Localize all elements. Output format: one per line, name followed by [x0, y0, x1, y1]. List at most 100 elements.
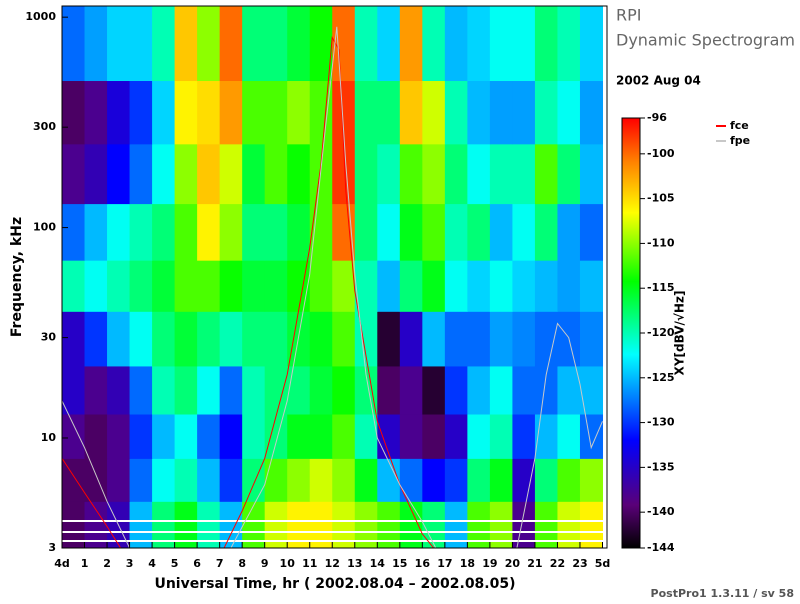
- cell: [332, 80, 356, 145]
- date: 2002 Aug 04: [616, 74, 701, 88]
- cell: [84, 80, 108, 145]
- y-tick-label: 30: [41, 331, 57, 344]
- cell: [197, 203, 221, 261]
- y-tick-label: 100: [33, 221, 56, 234]
- cell: [557, 414, 581, 459]
- cell: [152, 80, 176, 145]
- cell: [309, 311, 333, 367]
- cell: [354, 365, 378, 415]
- cell: [399, 80, 423, 145]
- cell: [264, 458, 288, 502]
- cell: [467, 143, 491, 205]
- cell: [287, 143, 311, 205]
- cell: [354, 501, 378, 548]
- colorbar-tick-label: -120: [647, 326, 675, 339]
- cell: [242, 414, 266, 459]
- cell: [287, 260, 311, 312]
- x-tick-label: 13: [347, 557, 362, 570]
- cell: [579, 311, 603, 367]
- colorbar-tick-label: -110: [647, 236, 675, 249]
- legend-label: fce: [730, 119, 749, 132]
- cell: [264, 80, 288, 145]
- cell: [512, 6, 536, 82]
- cell: [287, 365, 311, 415]
- cell: [174, 458, 198, 502]
- cell: [287, 501, 311, 548]
- cell: [174, 414, 198, 459]
- cell: [489, 414, 513, 459]
- cell: [467, 203, 491, 261]
- cell: [129, 203, 153, 261]
- cell: [309, 6, 333, 82]
- x-tick-label: 18: [460, 557, 475, 570]
- cell: [399, 260, 423, 312]
- colorbar-tick-label: -96: [647, 111, 667, 124]
- y-axis-label: Frequency, kHz: [9, 217, 25, 337]
- cell: [152, 365, 176, 415]
- cell: [309, 365, 333, 415]
- cell: [512, 311, 536, 367]
- subtitle: Dynamic Spectrogram: [616, 31, 795, 50]
- cell: [129, 80, 153, 145]
- cell: [444, 311, 468, 367]
- cell: [444, 143, 468, 205]
- cell: [264, 365, 288, 415]
- cell: [422, 143, 446, 205]
- cell: [444, 501, 468, 548]
- cell: [579, 80, 603, 145]
- x-tick-label: 9: [261, 557, 269, 570]
- curves: [62, 26, 603, 548]
- cell: [444, 458, 468, 502]
- cell: [152, 203, 176, 261]
- cell: [444, 80, 468, 145]
- cell: [332, 143, 356, 205]
- cell: [444, 6, 468, 82]
- cell: [309, 501, 333, 548]
- cell: [264, 6, 288, 82]
- cell: [467, 365, 491, 415]
- cell: [197, 414, 221, 459]
- colorbar-tick-label: -140: [647, 505, 675, 518]
- cell: [107, 143, 131, 205]
- cell: [264, 501, 288, 548]
- cell: [399, 203, 423, 261]
- cell: [219, 6, 243, 82]
- cell: [242, 6, 266, 82]
- cell: [242, 365, 266, 415]
- cell: [174, 143, 198, 205]
- x-tick-label: 3: [126, 557, 134, 570]
- cell: [332, 414, 356, 459]
- cell: [197, 365, 221, 415]
- cell: [467, 6, 491, 82]
- cell: [467, 311, 491, 367]
- cell: [332, 203, 356, 261]
- cell: [84, 143, 108, 205]
- curve-fpe: [62, 26, 603, 548]
- cell: [557, 203, 581, 261]
- interference-lines: [62, 520, 607, 542]
- cell: [84, 414, 108, 459]
- cell: [399, 311, 423, 367]
- cell: [377, 260, 401, 312]
- cell: [84, 203, 108, 261]
- cell: [377, 143, 401, 205]
- cell: [219, 458, 243, 502]
- cell: [107, 260, 131, 312]
- cell: [399, 143, 423, 205]
- cell: [557, 458, 581, 502]
- cell: [309, 414, 333, 459]
- cell: [557, 501, 581, 548]
- cell: [107, 458, 131, 502]
- cell: [354, 414, 378, 459]
- cell: [377, 365, 401, 415]
- colorbar-tick-label: -135: [647, 460, 675, 473]
- cell: [264, 260, 288, 312]
- cell: [354, 260, 378, 312]
- title: RPI: [616, 6, 641, 25]
- cell: [242, 311, 266, 367]
- cell: [467, 501, 491, 548]
- cell: [444, 365, 468, 415]
- cell: [534, 6, 558, 82]
- colorbar-tick-label: -144: [647, 541, 675, 554]
